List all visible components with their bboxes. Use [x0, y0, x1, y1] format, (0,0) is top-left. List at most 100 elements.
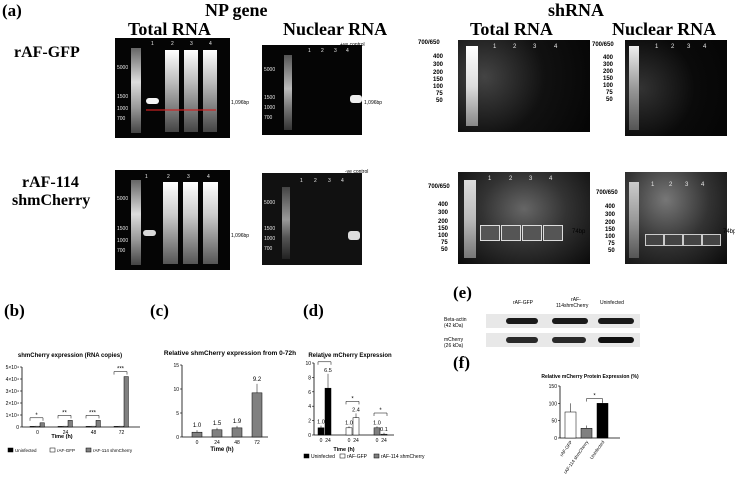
lane-label: 2 — [513, 44, 517, 50]
wb-beta-kda-label: (42 kDa) — [444, 323, 464, 329]
band-size-label: 74bp — [572, 229, 586, 235]
lane-label: 4 — [346, 48, 349, 54]
ladder-lane — [284, 55, 292, 130]
lane-label: 1 — [300, 178, 303, 184]
chart-b-bar — [118, 425, 124, 428]
chart-c-y-tick-label: 10 — [173, 387, 179, 393]
smear-lane-4 — [203, 182, 218, 264]
row-label-raf-114: rAF-114 — [22, 174, 79, 191]
chart-d-sig-bracket — [345, 401, 360, 405]
chart-d-value-label: 1.0 — [345, 420, 353, 426]
ladder-lane — [466, 46, 478, 126]
chart-b-bar — [39, 422, 45, 428]
lane-label: 1 — [145, 174, 148, 180]
gel-np-total-raf-114: 1 2 3 4 5000 1500 1000 700 — [115, 170, 230, 270]
chart-d-x-tick-label: 0 — [348, 438, 351, 444]
smear-lane-2 — [165, 50, 179, 132]
sample-band — [664, 234, 683, 246]
chart-d-value-label: 2.4 — [352, 407, 360, 413]
chart-d-y-tick-label: 4 — [308, 404, 311, 410]
chart-b: shmCherry expression (RNA copies) 0 1×10⁴… — [6, 353, 140, 453]
lane-label: 4 — [207, 174, 210, 180]
mcherry-band — [598, 337, 634, 343]
chart-b-sig-label: * — [35, 413, 38, 419]
lane-label: 4 — [341, 178, 344, 184]
western-blot: rAF-GFP rAF- 114shmCherry Uninfected Bet… — [444, 297, 640, 352]
ladder-tick: 700/650 — [592, 42, 614, 48]
ladder-tick: 700 — [264, 246, 273, 252]
chart-d-y-tick-label: 8 — [308, 375, 311, 381]
lane-label: 2 — [321, 48, 324, 54]
chart-b-y-tick-label: 2×10⁴ — [6, 401, 19, 407]
sample-band — [480, 225, 500, 241]
chart-d-y-tick-label: 2 — [308, 419, 311, 425]
chart-b-x-tick-label: 72 — [119, 430, 125, 436]
ladder-tick: 50 — [436, 98, 443, 104]
wb-lane-label: rAF- — [571, 297, 581, 303]
chart-b-sig-label: *** — [89, 410, 97, 416]
gel-sh-nuclear-raf-114: 1 2 3 4 — [625, 172, 727, 264]
sample-band — [645, 234, 664, 246]
band-size-label: 74bp — [723, 229, 735, 235]
chart-c-bar — [211, 429, 223, 438]
ladder-tick: 100 — [605, 234, 616, 240]
lane-label: 1 — [488, 176, 492, 182]
chart-c-title: Relative shmCherry expression from 0-72h — [164, 350, 296, 357]
chart-c-y-tick-label: 5 — [176, 411, 179, 417]
ladder-tick: 300 — [438, 210, 449, 216]
ladder-tick: 200 — [603, 69, 614, 75]
chart-d-y-tick-label: 0 — [308, 433, 311, 439]
sample-band — [146, 98, 159, 104]
chart-b-x-tick-label: 24 — [63, 430, 69, 436]
ladder-lane — [629, 182, 639, 258]
ladder-tick: 300 — [433, 62, 444, 68]
sh-nuclear-rna-title: Nuclear RNA — [612, 19, 717, 39]
wb-beta-actin-label: Beta-actin — [444, 317, 467, 323]
chart-b-bar — [90, 425, 96, 428]
wb-lane-label: rAF-GFP — [513, 300, 533, 306]
sample-band — [543, 225, 563, 241]
chart-d-sig-label: * — [323, 357, 326, 363]
ladder-tick: 150 — [603, 76, 614, 82]
ladder-tick: 200 — [433, 70, 444, 76]
ladder-tick: 700/650 — [428, 184, 450, 190]
lane-label: 1 — [308, 48, 311, 54]
shrna-title: shRNA — [548, 0, 605, 20]
beta-actin-band — [598, 318, 634, 324]
band-size-label: 1,096bp — [231, 233, 250, 239]
chart-d-legend-label: rAF-114 shmCherry — [381, 454, 425, 460]
mcherry-band — [506, 337, 538, 343]
chart-b-bar — [67, 420, 73, 428]
wb-lane-label: Uninfected — [600, 300, 624, 306]
chart-d-bar — [373, 427, 381, 436]
chart-b-sig-label: ** — [62, 410, 67, 416]
ladder-tick: 75 — [441, 240, 448, 246]
ladder-tick: 1500 — [117, 226, 129, 232]
chart-c-y-tick-label: 0 — [176, 435, 179, 441]
lane-label: 3 — [529, 176, 533, 182]
chart-b-sig-bracket — [57, 415, 72, 419]
chart-b-x-tick-label: 48 — [91, 430, 97, 436]
control-band — [348, 231, 360, 240]
chart-c-value-label: 1.9 — [233, 419, 242, 425]
smear-lane-3 — [183, 182, 198, 264]
chart-d-value-label: 1.0 — [373, 420, 381, 426]
lane-label: 3 — [334, 48, 337, 54]
band-size-label: 1,096bp — [231, 100, 250, 106]
ladder-tick: 50 — [441, 247, 448, 253]
chart-f-title: Relative mCherry Protein Expression (%) — [541, 374, 639, 380]
lane-label: 4 — [209, 41, 212, 47]
chart-b-legend-swatch — [7, 447, 14, 453]
ladder-tick: 400 — [433, 54, 444, 60]
chart-d-sig-label: * — [351, 396, 354, 402]
panel-b-label: (b) — [4, 301, 25, 320]
chart-d-xlabel: Time (h) — [333, 447, 354, 453]
chart-f-bar — [564, 411, 577, 439]
chart-c-y-tick-label: 15 — [173, 363, 179, 369]
chart-b-title: shmCherry expression (RNA copies) — [18, 353, 122, 359]
lane-label: 4 — [703, 44, 707, 50]
chart-d-value-label: 6.5 — [324, 368, 332, 374]
lane-label: 3 — [533, 44, 537, 50]
np-nuclear-rna-title: Nuclear RNA — [283, 19, 388, 39]
chart-c-value-label: 1.0 — [193, 423, 202, 429]
